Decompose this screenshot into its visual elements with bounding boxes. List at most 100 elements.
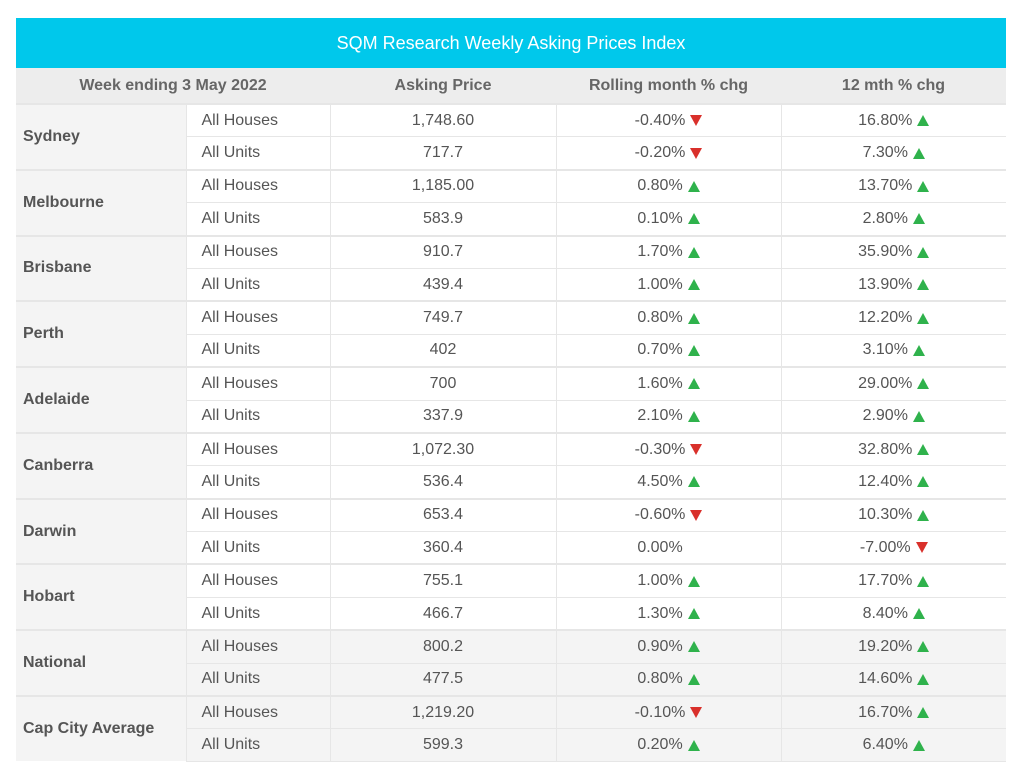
up-arrow-icon bbox=[912, 147, 925, 159]
up-arrow-icon bbox=[917, 707, 930, 719]
property-type: All Houses bbox=[185, 497, 330, 532]
table-row: Darwin All Houses 653.4 -0.60% 10.30% bbox=[16, 497, 1006, 565]
up-arrow-icon bbox=[917, 509, 930, 521]
twelve-month-change-cell: 13.90% bbox=[780, 267, 1006, 302]
table-row: Cap City Average All Houses 1,219.20 -0.10%… bbox=[16, 695, 1006, 762]
down-arrow-icon bbox=[690, 115, 703, 127]
rolling-month-change-value: -0.10% bbox=[634, 703, 686, 721]
property-type: All Houses bbox=[185, 695, 330, 729]
rolling-month-change-value: 2.10% bbox=[637, 407, 683, 425]
table-body: Sydney All Houses 1,748.60 -0.40% 16.80% All … bbox=[16, 103, 1006, 762]
asking-price-value: 402 bbox=[329, 333, 556, 368]
twelve-month-change-value: -7.00% bbox=[859, 538, 911, 556]
rolling-month-change-cell: -0.60% bbox=[555, 497, 781, 532]
rolling-month-change-value: 4.50% bbox=[637, 472, 683, 490]
rolling-month-change-cell: 1.00% bbox=[555, 267, 781, 302]
twelve-month-change-cell: 13.70% bbox=[780, 168, 1006, 203]
twelve-month-change-value: 13.90% bbox=[858, 275, 913, 293]
up-arrow-icon bbox=[687, 312, 700, 324]
up-arrow-icon bbox=[687, 608, 700, 620]
rolling-month-change-cell: 0.20% bbox=[555, 728, 781, 762]
twelve-month-change-cell: 12.40% bbox=[780, 465, 1006, 499]
city-label: Adelaide bbox=[16, 366, 186, 433]
rolling-month-change-cell: 0.90% bbox=[555, 629, 781, 664]
property-type: All Houses bbox=[185, 300, 330, 335]
up-arrow-icon bbox=[687, 641, 700, 653]
up-arrow-icon bbox=[687, 246, 700, 258]
twelve-month-change-value: 2.90% bbox=[862, 407, 908, 425]
rolling-month-change-cell: 0.10% bbox=[555, 202, 781, 236]
asking-price-value: 800.2 bbox=[329, 629, 556, 664]
twelve-month-change-cell: -7.00% bbox=[780, 531, 1006, 565]
up-arrow-icon bbox=[912, 344, 925, 356]
asking-price-value: 337.9 bbox=[329, 399, 556, 433]
twelve-month-change-value: 32.80% bbox=[858, 440, 913, 458]
table-row: All Units 599.3 0.20% 6.40% bbox=[16, 728, 1006, 762]
rolling-month-change-cell: -0.10% bbox=[555, 695, 781, 729]
up-arrow-icon bbox=[912, 739, 925, 751]
twelve-month-change-value: 14.60% bbox=[858, 670, 913, 688]
up-arrow-icon bbox=[917, 673, 930, 685]
asking-price-value: 439.4 bbox=[329, 267, 556, 302]
asking-price-value: 477.5 bbox=[329, 662, 556, 697]
rolling-month-change-value: 0.90% bbox=[637, 637, 683, 655]
rolling-month-change-value: 1.60% bbox=[637, 374, 683, 392]
property-type: All Units bbox=[185, 202, 330, 236]
rolling-month-change-cell: 2.10% bbox=[555, 399, 781, 433]
table-title: SQM Research Weekly Asking Prices Index bbox=[16, 18, 1006, 68]
property-type: All Units bbox=[185, 728, 330, 762]
asking-price-value: 360.4 bbox=[329, 531, 556, 565]
rolling-month-change-cell: 1.00% bbox=[555, 563, 781, 598]
rolling-month-change-cell: 0.80% bbox=[555, 168, 781, 203]
table-row: All Units 337.9 2.10% 2.90% bbox=[16, 399, 1006, 433]
twelve-month-change-value: 29.00% bbox=[858, 374, 913, 392]
up-arrow-icon bbox=[912, 213, 925, 225]
up-arrow-icon bbox=[917, 312, 930, 324]
down-arrow-icon bbox=[690, 147, 703, 159]
asking-price-value: 583.9 bbox=[329, 202, 556, 236]
up-arrow-icon bbox=[687, 410, 700, 422]
twelve-month-change-value: 6.40% bbox=[862, 736, 908, 754]
up-arrow-icon bbox=[917, 641, 930, 653]
rolling-month-change-cell: 1.30% bbox=[555, 596, 781, 631]
rolling-month-change-value: 0.80% bbox=[637, 670, 683, 688]
twelve-month-change-value: 16.70% bbox=[858, 703, 913, 721]
rolling-month-change-value: -0.30% bbox=[634, 440, 686, 458]
column-header-12-month: 12 mth % chg bbox=[781, 68, 1006, 104]
up-arrow-icon bbox=[917, 115, 930, 127]
rolling-month-change-cell: -0.30% bbox=[555, 431, 781, 466]
rolling-month-change-value: -0.40% bbox=[634, 111, 686, 129]
rolling-month-change-value: -0.20% bbox=[634, 144, 686, 162]
twelve-month-change-cell: 17.70% bbox=[780, 563, 1006, 598]
twelve-month-change-cell: 8.40% bbox=[780, 596, 1006, 631]
table-row: All Units 583.9 0.10% 2.80% bbox=[16, 202, 1006, 236]
twelve-month-change-value: 12.20% bbox=[858, 309, 913, 327]
twelve-month-change-value: 7.30% bbox=[862, 144, 908, 162]
asking-price-value: 536.4 bbox=[329, 465, 556, 499]
twelve-month-change-value: 13.70% bbox=[858, 177, 913, 195]
up-arrow-icon bbox=[917, 378, 930, 390]
asking-price-value: 700 bbox=[329, 366, 556, 401]
up-arrow-icon bbox=[687, 575, 700, 587]
property-type: All Houses bbox=[185, 629, 330, 664]
price-index-table-container: SQM Research Weekly Asking Prices Index … bbox=[16, 18, 1006, 762]
city-label: Brisbane bbox=[16, 234, 186, 302]
rolling-month-change-value: 0.10% bbox=[637, 209, 683, 227]
city-label: Hobart bbox=[16, 563, 186, 631]
up-arrow-icon bbox=[687, 344, 700, 356]
rolling-month-change-cell: 0.00% bbox=[555, 531, 781, 565]
twelve-month-change-value: 8.40% bbox=[862, 604, 908, 622]
property-type: All Units bbox=[185, 136, 330, 170]
city-label: Canberra bbox=[16, 431, 186, 499]
asking-price-value: 653.4 bbox=[329, 497, 556, 532]
twelve-month-change-cell: 6.40% bbox=[780, 728, 1006, 762]
down-arrow-icon bbox=[690, 444, 703, 456]
rolling-month-change-cell: 0.80% bbox=[555, 662, 781, 697]
rolling-month-change-cell: 1.60% bbox=[555, 366, 781, 401]
city-label: Cap City Average bbox=[16, 695, 186, 762]
twelve-month-change-cell: 16.70% bbox=[780, 695, 1006, 729]
down-arrow-icon bbox=[690, 509, 703, 521]
header-row: Week ending 3 May 2022 Asking Price Roll… bbox=[16, 68, 1006, 104]
property-type: All Houses bbox=[185, 168, 330, 203]
up-arrow-icon bbox=[912, 410, 925, 422]
